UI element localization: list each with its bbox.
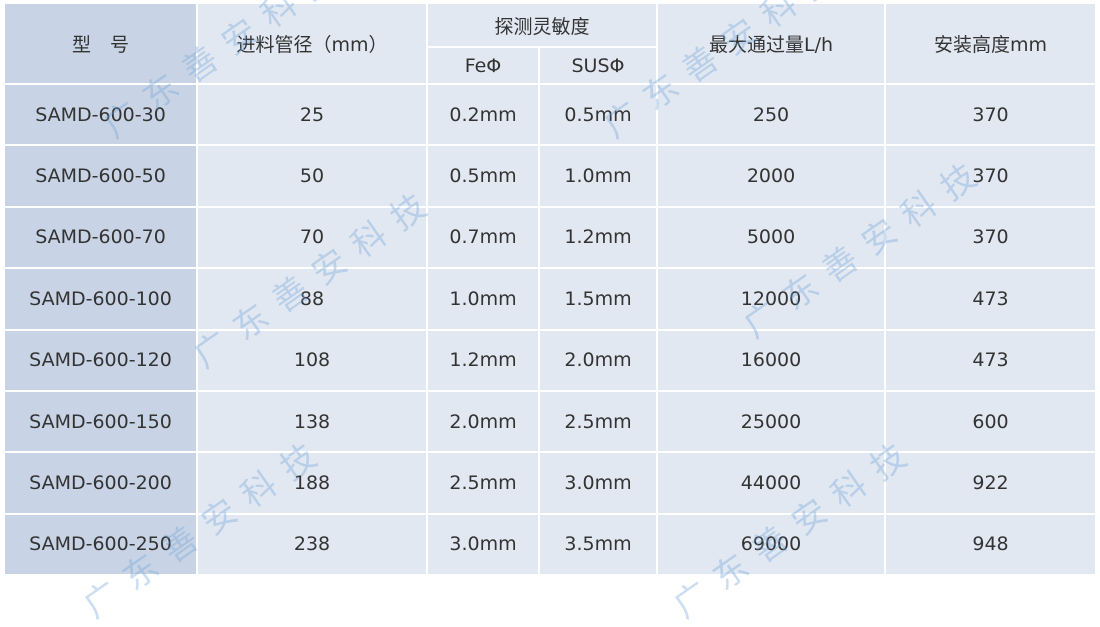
install-height-cell: 473 [886,269,1095,329]
install-height-cell: 370 [886,85,1095,145]
pipe-diameter-cell: 188 [198,453,426,513]
install-height-cell: 948 [886,514,1095,575]
max-flow-cell: 2000 [658,146,884,206]
model-cell: SAMD-600-250 [5,514,196,575]
model-cell: SAMD-600-200 [5,453,196,513]
model-cell: SAMD-600-100 [5,269,196,329]
max-flow-cell: 25000 [658,391,884,452]
fe-sensitivity-cell: 3.0mm [428,514,538,575]
sus-sensitivity-cell: 0.5mm [540,85,656,145]
model-cell: SAMD-600-120 [5,330,196,390]
pipe-diameter-cell: 138 [198,391,426,452]
sus-sensitivity-cell: 3.5mm [540,514,656,575]
pipe-diameter-cell: 108 [198,330,426,390]
sus-sensitivity-cell: 2.5mm [540,391,656,452]
fe-sensitivity-cell: 1.0mm [428,269,538,329]
sus-sensitivity-cell: 1.2mm [540,207,656,268]
install-height-cell: 600 [886,391,1095,452]
header-sus: SUSΦ [540,48,656,83]
sus-sensitivity-cell: 2.0mm [540,330,656,390]
install-height-cell: 370 [886,207,1095,268]
pipe-diameter-cell: 88 [198,269,426,329]
pipe-diameter-cell: 70 [198,207,426,268]
model-cell: SAMD-600-150 [5,391,196,452]
max-flow-cell: 12000 [658,269,884,329]
max-flow-cell: 44000 [658,453,884,513]
fe-sensitivity-cell: 1.2mm [428,330,538,390]
model-cell: SAMD-600-70 [5,207,196,268]
header-sensitivity: 探测灵敏度 [428,4,656,46]
fe-sensitivity-cell: 0.5mm [428,146,538,206]
max-flow-cell: 16000 [658,330,884,390]
header-fe: FeΦ [428,48,538,83]
sus-sensitivity-cell: 3.0mm [540,453,656,513]
max-flow-cell: 250 [658,85,884,145]
fe-sensitivity-cell: 0.7mm [428,207,538,268]
sus-sensitivity-cell: 1.0mm [540,146,656,206]
spec-table: 型 号 进料管径（mm） 探测灵敏度 FeΦ SUSΦ 最大通过量L/h 安装高… [5,4,1095,575]
pipe-diameter-cell: 238 [198,514,426,575]
fe-sensitivity-cell: 2.0mm [428,391,538,452]
header-pipe-diameter: 进料管径（mm） [198,4,426,83]
model-cell: SAMD-600-50 [5,146,196,206]
header-model: 型 号 [5,4,196,83]
header-max-flow: 最大通过量L/h [658,4,884,83]
sus-sensitivity-cell: 1.5mm [540,269,656,329]
install-height-cell: 473 [886,330,1095,390]
pipe-diameter-cell: 25 [198,85,426,145]
install-height-cell: 370 [886,146,1095,206]
pipe-diameter-cell: 50 [198,146,426,206]
fe-sensitivity-cell: 2.5mm [428,453,538,513]
install-height-cell: 922 [886,453,1095,513]
model-cell: SAMD-600-30 [5,85,196,145]
header-install-height: 安装高度mm [886,4,1095,83]
max-flow-cell: 69000 [658,514,884,575]
fe-sensitivity-cell: 0.2mm [428,85,538,145]
max-flow-cell: 5000 [658,207,884,268]
